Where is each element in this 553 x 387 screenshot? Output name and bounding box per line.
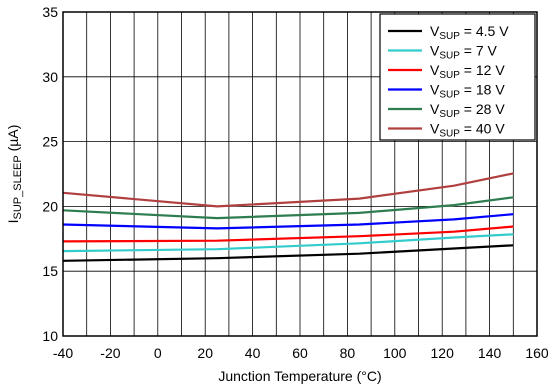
legend-entry-main: V [430, 43, 440, 59]
legend-entry: VSUP = 4.5 V [430, 23, 509, 42]
legend-entry: VSUP = 18 V [430, 82, 505, 101]
legend-entry-main: V [430, 82, 440, 98]
legend-entry-sub: SUP [439, 51, 460, 62]
x-tick-label: 40 [245, 345, 261, 361]
y-tick-label: 30 [42, 69, 58, 85]
y-axis-title: ISUP_SLEEP (µA) [5, 125, 24, 224]
legend-entry-rest: = 28 V [460, 101, 505, 117]
y-tick-label: 20 [42, 198, 58, 214]
legend-entry-sub: SUP [439, 129, 460, 140]
y-axis-title-sub: SUP_SLEEP [12, 155, 24, 219]
legend-entry-main: V [430, 121, 440, 137]
series-line-4 [62, 213, 514, 230]
x-tick-label: 100 [383, 345, 407, 361]
legend-entry-sub: SUP [439, 31, 460, 42]
y-tick-label: 35 [42, 4, 58, 20]
y-tick-labels: 10 15 20 25 30 35 [42, 4, 58, 344]
legend-entry: VSUP = 40 V [430, 121, 505, 140]
x-tick-label: 60 [292, 345, 308, 361]
legend-entry-sub: SUP [439, 90, 460, 101]
legend-entry-sub: SUP [439, 109, 460, 120]
legend-entry-rest: = 40 V [460, 121, 505, 137]
legend-entry-main: V [430, 101, 440, 117]
x-tick-labels: -40 -20 0 20 40 60 80 100 120 140 160 [53, 345, 549, 361]
series-line-5 [62, 196, 514, 220]
series-line-6 [62, 172, 514, 208]
series-line-3 [62, 225, 514, 243]
x-tick-label: 140 [478, 345, 502, 361]
x-tick-label: 0 [154, 345, 162, 361]
legend-entry-sub: SUP [439, 70, 460, 81]
y-tick-label: 15 [42, 263, 58, 279]
x-tick-label: -40 [53, 345, 73, 361]
legend-entry: VSUP = 28 V [430, 101, 505, 120]
x-tick-label: 160 [525, 345, 549, 361]
y-axis-title-main: I [5, 219, 21, 223]
x-tick-label: 120 [431, 345, 455, 361]
series-line-2 [62, 233, 514, 253]
legend-entry-main: V [430, 62, 440, 78]
y-tick-label: 25 [42, 134, 58, 150]
x-tick-label: 20 [197, 345, 213, 361]
legend-entry: VSUP = 7 V [430, 43, 498, 62]
plot-frame [62, 11, 538, 337]
legend-entry-rest: = 4.5 V [460, 23, 509, 39]
x-tick-label: -20 [100, 345, 120, 361]
y-tick-label: 10 [42, 328, 58, 344]
x-tick-label: 80 [340, 345, 356, 361]
legend-entry-rest: = 18 V [460, 82, 505, 98]
legend-entry: VSUP = 12 V [430, 62, 505, 81]
legend-entry-rest: = 7 V [460, 43, 498, 59]
legend-entry-main: V [430, 23, 440, 39]
legend-box [379, 13, 536, 141]
legend-entry-rest: = 12 V [460, 62, 505, 78]
series-lines [62, 172, 514, 262]
y-axis-title-unit: (µA) [5, 125, 21, 156]
x-axis-title: Junction Temperature (°C) [218, 368, 381, 384]
series-line-1 [62, 244, 514, 262]
